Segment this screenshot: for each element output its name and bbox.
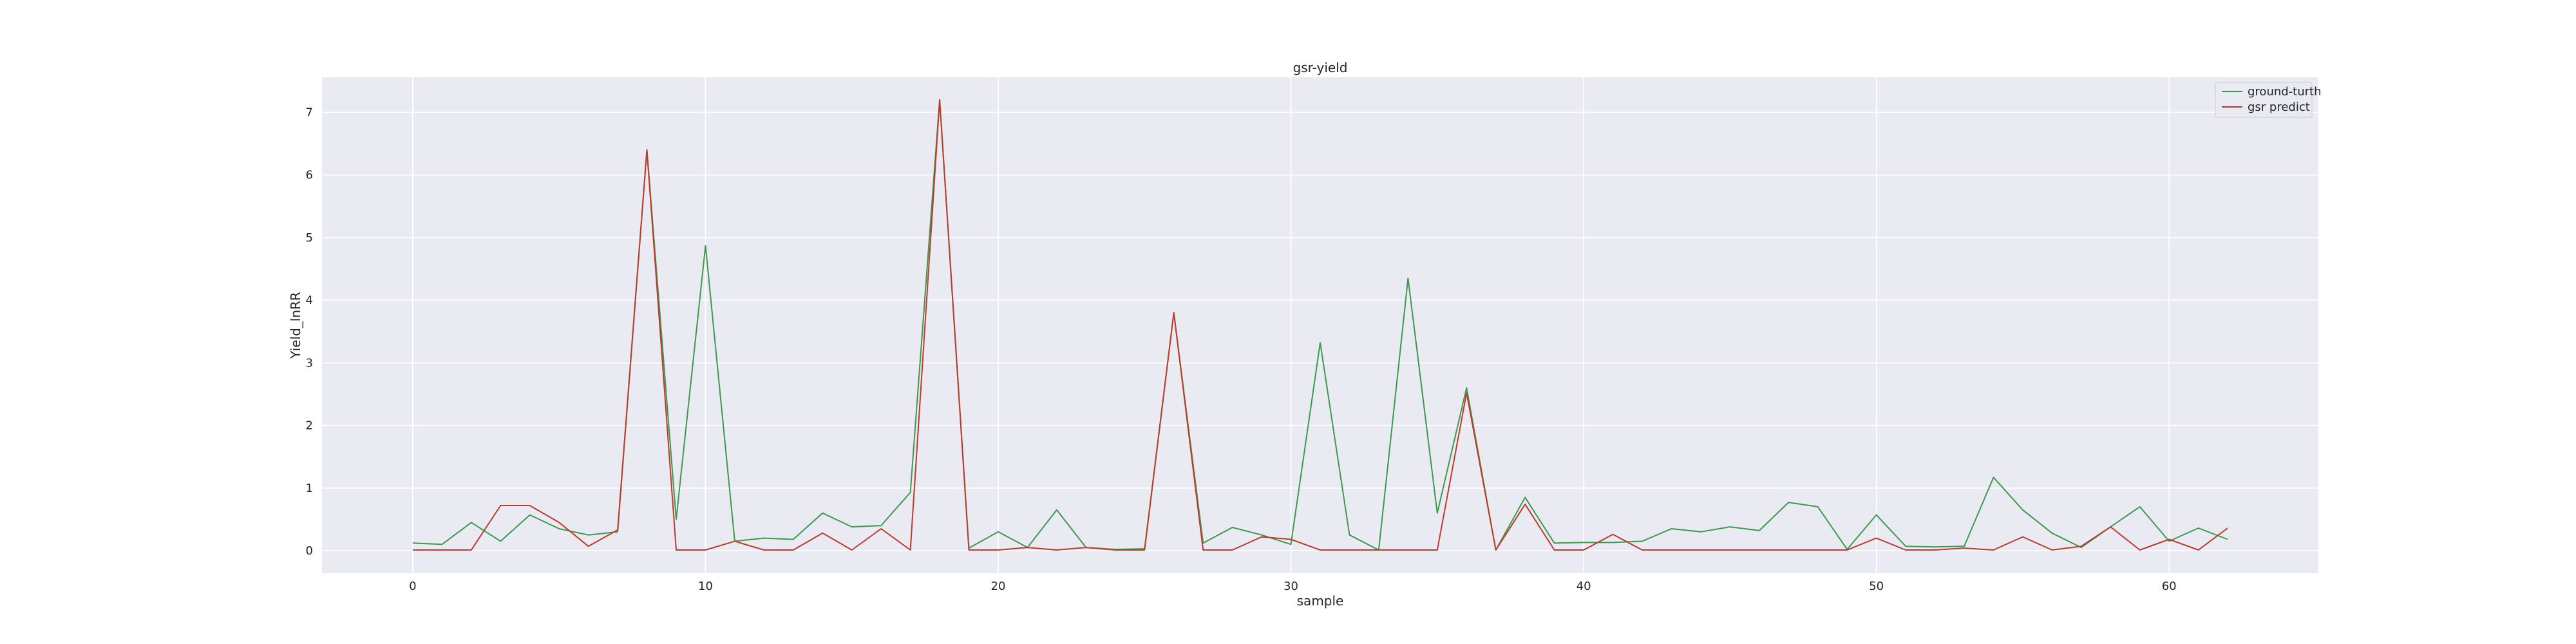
x-tick-label: 40 [1577, 580, 1591, 593]
x-tick-label: 10 [698, 580, 713, 593]
chart-title: gsr-yield [1293, 60, 1348, 75]
x-axis-label: sample [1297, 593, 1344, 609]
series-line-gsr-predict [412, 99, 2228, 551]
x-tick-label: 30 [1283, 580, 1298, 593]
tick-labels: 0 10 20 30 40 50 60 0 1 2 3 4 5 6 7 [306, 106, 2177, 593]
legend: ground-turth gsr predict [2215, 82, 2322, 118]
y-tick-label: 5 [306, 231, 313, 245]
series-lines [412, 99, 2228, 551]
plot-background [322, 77, 2318, 573]
y-tick-label: 7 [306, 106, 313, 119]
y-tick-label: 4 [306, 294, 313, 307]
x-tick-label: 50 [1869, 580, 1884, 593]
y-tick-label: 6 [306, 169, 313, 182]
series-line-ground-turth [412, 99, 2228, 551]
y-axis-label: Yield_lnRR [288, 292, 303, 359]
x-tick-label: 0 [409, 580, 416, 593]
y-tick-label: 2 [306, 419, 313, 433]
legend-label-gsr-predict: gsr predict [2248, 100, 2310, 114]
x-tick-label: 60 [2162, 580, 2177, 593]
x-tick-label: 20 [991, 580, 1006, 593]
y-tick-label: 3 [306, 356, 313, 370]
y-tick-label: 0 [306, 544, 313, 558]
grid [322, 77, 2318, 573]
y-tick-label: 1 [306, 482, 313, 495]
legend-label-ground-turth: ground-turth [2248, 85, 2322, 99]
